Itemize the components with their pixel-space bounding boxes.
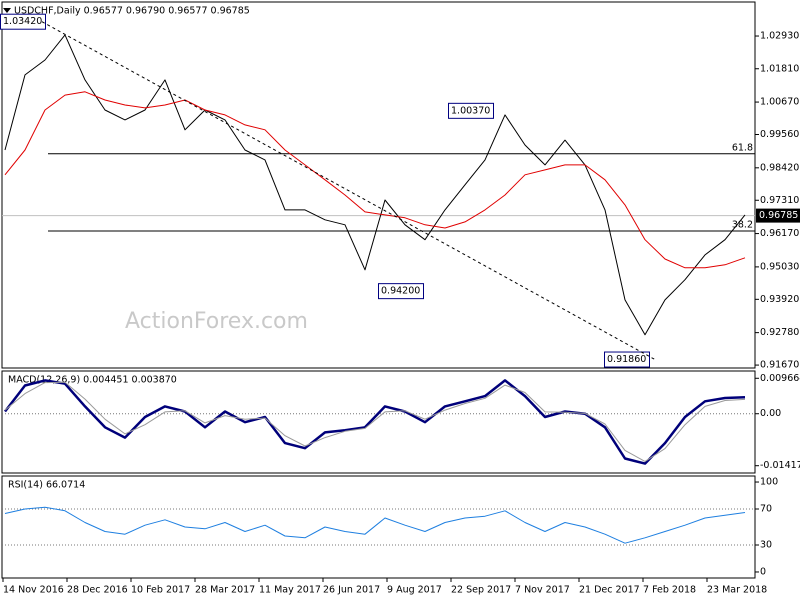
y-tick-label: 1.01810 [760,63,799,74]
x-tick-label: 14 Nov 2016 [3,585,64,596]
y-tick-label: 0.97310 [760,195,799,206]
x-tick-label: 23 Mar 2018 [707,585,767,596]
y-tick-label: 0 [760,566,766,577]
x-tick-label: 28 Mar 2017 [195,585,255,596]
y-tick-label: 1.02930 [760,31,799,42]
macd-frame [1,370,756,474]
x-tick-label: 21 Dec 2017 [579,585,640,596]
y-tick-label: 0.93920 [760,294,799,305]
annotation-box [378,283,424,300]
y-tick-label: 0.009664 [760,373,800,384]
y-tick-label: 0.96170 [760,228,799,239]
series-line [4,91,746,269]
y-tick-label: 0.99560 [760,129,799,140]
annotation-label: 1.00370 [451,105,490,116]
y-tick-label: 0.00 [760,408,781,419]
x-tick-label: 26 Jun 2017 [323,585,380,596]
series-line [4,34,746,336]
trend-line [41,21,656,360]
y-tick-label: 70 [760,504,772,515]
annotation-box [0,13,46,30]
y-tick-label: 1.00670 [760,97,799,108]
annotation-label: 1.03420 [3,16,42,27]
x-tick-label: 7 Feb 2018 [643,585,696,596]
current-price-label: 0.96785 [759,210,798,221]
x-tick-label: 11 May 2017 [259,585,321,596]
y-tick-label: 0.91670 [760,360,799,371]
rsi-frame [1,475,756,579]
rsi-title: RSI(14) 66.0714 [8,480,85,491]
series-line [4,379,746,465]
series-line [4,506,746,544]
fib-level-label: 38.2 [732,219,753,230]
y-tick-label: 30 [760,539,772,550]
annotation-label: 0.94200 [381,286,420,297]
menu-icon [3,8,11,13]
price-frame [1,1,756,369]
chart-title: USDCHF,Daily 0.96577 0.96790 0.96577 0.9… [14,6,250,17]
x-tick-label: 7 Nov 2017 [515,585,570,596]
y-tick-label: 100 [760,477,778,488]
y-tick-label: 0.95030 [760,261,799,272]
watermark: ActionForex.com [125,309,308,334]
fib-level-label: 61.8 [732,142,753,153]
y-tick-label: 0.92780 [760,327,799,338]
y-tick-label: 0.98420 [760,162,799,173]
annotation-box [448,102,494,119]
x-tick-label: 10 Feb 2017 [131,585,190,596]
x-tick-label: 9 Aug 2017 [387,585,442,596]
annotation-box [604,351,650,368]
annotation-label: 0.91860 [607,354,646,365]
series-line [4,381,746,462]
x-tick-label: 28 Dec 2016 [67,585,128,596]
macd-title: MACD(12,26,9) 0.004451 0.003870 [8,375,177,386]
current-price-box [756,208,800,223]
x-tick-label: 22 Sep 2017 [451,585,511,596]
